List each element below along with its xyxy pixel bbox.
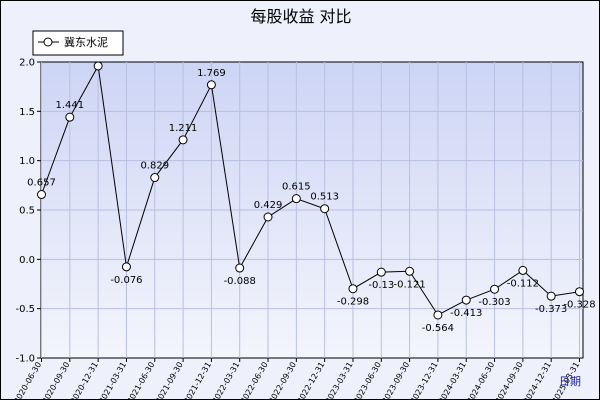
- data-point: [518, 265, 528, 275]
- data-label: 0.513: [310, 192, 339, 203]
- data-point: [65, 112, 75, 122]
- data-label: 0.429: [254, 200, 283, 211]
- x-tick-label: 2024-09-30: [494, 361, 525, 400]
- y-tick-label: 1.5: [19, 107, 35, 118]
- data-point: [121, 262, 131, 272]
- data-label: -0.088: [224, 276, 256, 287]
- x-tick-label: 2022-09-30: [267, 361, 298, 400]
- data-point: [320, 204, 330, 214]
- data-label: 1.211: [169, 123, 198, 134]
- x-tick-label: 2022-06-30: [239, 361, 270, 400]
- series-line: [41, 64, 580, 316]
- x-tick-label: 2023-06-30: [352, 361, 383, 400]
- data-point: [291, 194, 301, 204]
- data-point: [235, 263, 245, 273]
- data-label: 1.441: [55, 100, 84, 111]
- data-label: 0.615: [282, 182, 311, 193]
- y-tick-label: 2.0: [19, 58, 35, 69]
- data-point: [575, 287, 584, 297]
- data-point: [93, 61, 103, 71]
- data-point: [178, 135, 188, 145]
- data-point: [490, 284, 500, 294]
- x-axis-ticks: 2020-06-302020-09-302020-12-312021-03-31…: [12, 358, 581, 399]
- data-label: -0.076: [110, 275, 142, 286]
- data-point: [37, 190, 46, 200]
- x-tick-label: 2021-12-31: [182, 361, 213, 400]
- y-axis-ticks: 2.0 1.5 1.0 0.5 0.0 -0.5 -1.0: [15, 58, 41, 365]
- data-point: [405, 266, 415, 276]
- data-point: [461, 295, 471, 305]
- x-tick-label: 2020-06-30: [12, 361, 43, 400]
- x-tick-label: 2024-12-31: [522, 361, 553, 400]
- legend-marker: [43, 37, 53, 47]
- y-tick-label: 0.0: [19, 255, 35, 266]
- x-tick-label: 2023-03-31: [324, 361, 355, 400]
- y-tick-label: -0.5: [15, 304, 35, 315]
- data-point: [433, 310, 443, 320]
- data-label: -0.328: [563, 300, 595, 311]
- data-label: -0.112: [507, 278, 539, 289]
- data-label: -0.413: [450, 308, 482, 319]
- x-tick-label: 2024-06-30: [465, 360, 496, 399]
- y-tick-label: -1.0: [15, 354, 35, 365]
- data-point: [206, 80, 216, 90]
- data-point: [348, 284, 358, 294]
- data-label: -0.564: [422, 323, 454, 334]
- data-label: 0.829: [140, 161, 169, 172]
- x-axis-title: 日期: [559, 375, 581, 388]
- x-tick-label: 2023-12-31: [409, 361, 440, 400]
- x-tick-label: 2021-06-30: [125, 361, 156, 400]
- grid-lines: [41, 62, 583, 358]
- data-point: [376, 267, 386, 277]
- x-tick-label: 2021-09-30: [154, 361, 185, 400]
- data-label: -0.298: [337, 297, 369, 308]
- data-label: -0.13: [368, 280, 394, 291]
- x-tick-label: 2020-12-31: [69, 361, 100, 400]
- data-point: [150, 173, 160, 183]
- data-label: -0.373: [535, 304, 567, 315]
- data-label: -0.303: [478, 297, 510, 308]
- x-tick-label: 2022-12-31: [295, 361, 326, 400]
- data-label: -0.121: [393, 279, 425, 290]
- legend-entry-label: 冀东水泥: [64, 35, 108, 49]
- x-tick-label: 2024-03-31: [437, 361, 468, 400]
- series-layer: 0.657 1.441 -0.076 0.829 1.211 1.769 -0.088 0.4…: [27, 61, 596, 334]
- legend: 冀东水泥: [32, 30, 124, 56]
- y-tick-label: 0.5: [19, 206, 35, 217]
- data-label: 0.657: [27, 178, 56, 189]
- data-point: [263, 212, 273, 222]
- x-tick-label: 2021-03-31: [97, 361, 128, 400]
- y-tick-label: 1.0: [19, 156, 35, 167]
- data-point: [546, 291, 556, 301]
- x-tick-label: 2022-03-31: [210, 361, 241, 400]
- x-tick-label: 2023-09-30: [380, 361, 411, 400]
- x-tick-label: 2020-09-30: [41, 361, 72, 400]
- data-label: 1.769: [197, 68, 226, 79]
- chart-title: 每股收益 对比: [250, 7, 351, 26]
